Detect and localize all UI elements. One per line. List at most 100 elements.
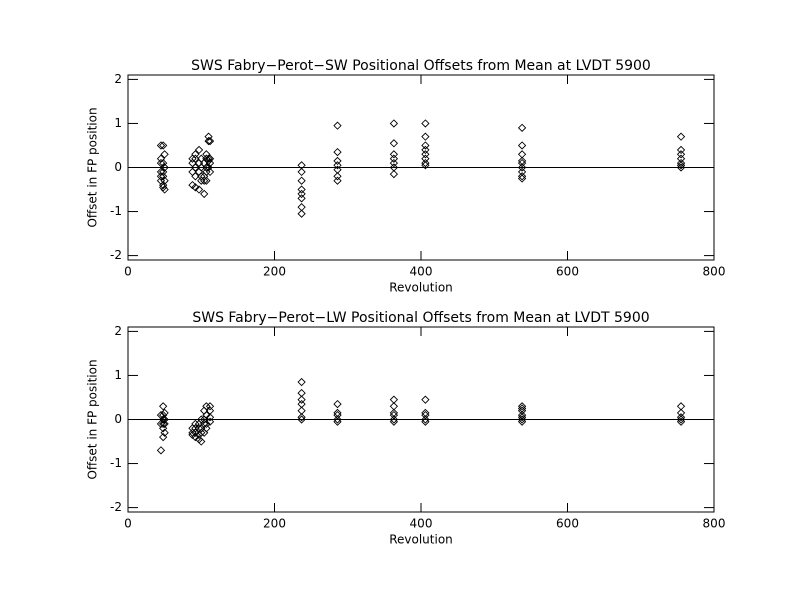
y-tick-label: 1 — [114, 368, 122, 382]
chart-title: SWS Fabry−Perot−LW Positional Offsets fr… — [192, 310, 649, 326]
scatter-point — [517, 123, 527, 132]
scatter-point — [421, 154, 430, 163]
scatter-point — [159, 158, 168, 168]
scatter-point — [191, 419, 200, 429]
scatter-point — [160, 150, 169, 159]
scatter-point — [160, 163, 169, 172]
scatter-point — [205, 136, 215, 146]
scatter-point — [389, 158, 399, 168]
scatter-point — [421, 161, 430, 170]
y-tick-label: -2 — [110, 248, 122, 262]
scatter-point — [517, 415, 527, 424]
scatter-point — [333, 121, 342, 130]
scatter-point — [421, 158, 430, 168]
scatter-point — [676, 163, 686, 172]
x-tick-label: 0 — [124, 517, 132, 531]
scatter-point — [160, 415, 169, 424]
scatter-point — [421, 417, 430, 426]
scatter-point — [197, 437, 206, 446]
scatter-point — [297, 194, 306, 203]
x-tick-label: 600 — [556, 265, 579, 279]
scatter-point — [389, 119, 399, 128]
scatter-point — [297, 189, 306, 199]
scatter-point — [333, 408, 342, 418]
scatter-point — [205, 417, 215, 426]
x-axis-label: Revolution — [389, 281, 453, 295]
scatter-point — [676, 145, 686, 155]
scatter-point — [297, 209, 306, 218]
scatter-point — [160, 428, 169, 437]
scatter-point — [333, 415, 342, 424]
scatter-point — [517, 417, 527, 426]
scatter-point — [159, 141, 168, 150]
scatter-point — [517, 404, 527, 413]
scatter-point — [676, 158, 686, 168]
scatter-point — [159, 410, 168, 420]
scatter-point — [156, 141, 166, 150]
scatter-point — [200, 189, 209, 199]
scatter-point — [194, 145, 204, 155]
scatter-point — [389, 415, 399, 424]
scatter-point — [421, 410, 430, 420]
scatter-point — [159, 415, 168, 424]
scatter-point — [159, 172, 168, 181]
scatter-point — [333, 147, 342, 157]
scatter-point — [517, 156, 527, 166]
scatter-point — [333, 161, 342, 170]
scatter-point — [205, 154, 215, 163]
scatter-point — [676, 402, 686, 411]
scatter-point — [297, 415, 306, 424]
scatter-point — [676, 150, 686, 159]
scatter-point — [191, 163, 200, 172]
scatter-point — [202, 402, 211, 411]
scatter-point — [389, 150, 399, 159]
y-tick-label: 2 — [114, 72, 122, 86]
x-tick-label: 0 — [124, 265, 132, 279]
scatter-point — [421, 132, 430, 141]
scatter-point — [421, 408, 430, 418]
x-tick-label: 600 — [556, 517, 579, 531]
y-tick-label: 0 — [114, 412, 122, 426]
scatter-point — [333, 399, 342, 409]
scatter-point — [297, 203, 306, 212]
scatter-point — [333, 156, 342, 166]
scatter-point — [517, 150, 527, 159]
scatter-point — [389, 417, 399, 426]
chart-panel: SWS Fabry−Perot−SW Positional Offsets fr… — [86, 58, 726, 295]
scatter-point — [204, 136, 213, 146]
scatter-point — [159, 183, 168, 192]
y-tick-label: -1 — [110, 204, 122, 218]
chart-title: SWS Fabry−Perot−SW Positional Offsets fr… — [191, 58, 651, 74]
scatter-point — [205, 413, 215, 422]
scatter-point — [191, 150, 200, 159]
scatter-point — [297, 399, 306, 409]
x-tick-label: 200 — [263, 265, 286, 279]
x-tick-label: 400 — [410, 265, 433, 279]
scatter-point — [389, 402, 399, 411]
scatter-point — [160, 419, 169, 429]
scatter-point — [676, 413, 686, 422]
scatter-point — [389, 410, 399, 420]
scatter-point — [421, 145, 430, 155]
scatter-point — [159, 402, 168, 411]
scatter-point — [205, 167, 215, 177]
scatter-point — [297, 377, 306, 387]
scatter-point — [389, 169, 399, 179]
scatter-point — [160, 176, 169, 185]
scatter-point — [517, 158, 527, 168]
scatter-point — [297, 185, 306, 194]
y-tick-label: -1 — [110, 456, 122, 470]
scatter-point — [517, 410, 527, 420]
scatter-point — [517, 413, 527, 422]
x-tick-label: 200 — [263, 517, 286, 531]
scatter-point — [191, 183, 200, 192]
scatter-point — [188, 167, 197, 177]
scatter-point — [202, 419, 211, 429]
scatter-point — [333, 172, 342, 181]
scatter-point — [517, 141, 527, 150]
scatter-point — [194, 185, 204, 194]
scatter-point — [191, 172, 200, 181]
scatter-point — [676, 408, 686, 418]
scatter-point — [676, 415, 686, 424]
